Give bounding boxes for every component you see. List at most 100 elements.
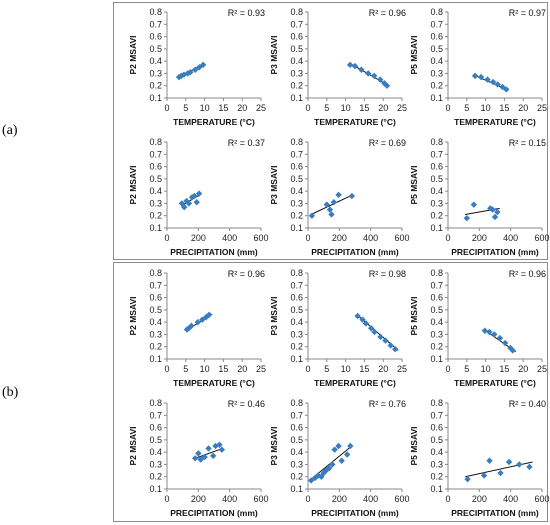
data-point xyxy=(377,333,384,341)
data-point xyxy=(192,66,199,73)
y-tick-label: 0.7 xyxy=(430,410,443,420)
y-tick-label: 0.5 xyxy=(149,44,162,54)
x-tick-label: 20 xyxy=(378,364,388,374)
y-tick-label: 0.3 xyxy=(290,459,303,469)
data-point xyxy=(491,213,499,221)
y-tick-label: 0.2 xyxy=(149,472,162,482)
scatter-chart-10: 0.1 0.2 0.3 0.4 0.5 0.6 0.7 0.8 0 200 400 600 PRECIP… xyxy=(128,398,269,518)
x-axis-title: PRECIPITATION (mm) xyxy=(451,247,539,257)
x-tick-label: 25 xyxy=(256,103,266,113)
y-tick-label: 0.4 xyxy=(149,447,162,457)
data-point xyxy=(325,464,333,472)
y-tick-label: 0.8 xyxy=(290,268,303,278)
data-point xyxy=(210,452,217,460)
x-tick-label: 400 xyxy=(503,233,518,243)
data-point xyxy=(381,80,388,87)
y-axis-title: P5 MSAVI xyxy=(409,426,419,465)
scatter-chart-9: 0.1 0.2 0.3 0.4 0.5 0.6 0.7 0.8 0 5 10 15 20 25TEMPER… xyxy=(409,268,547,388)
y-tick-label: 0.2 xyxy=(290,211,303,221)
y-tick-label: 0.3 xyxy=(290,68,303,78)
y-axis-title: P2 MSAVI xyxy=(128,165,138,204)
x-tick-label: 15 xyxy=(499,364,509,374)
y-tick-label: 0.2 xyxy=(149,211,162,221)
x-tick-label: 5 xyxy=(464,364,469,374)
y-tick-label: 0.4 xyxy=(149,317,162,327)
y-tick-label: 0.8 xyxy=(149,7,162,17)
y-tick-label: 0.4 xyxy=(430,186,443,196)
y-tick-label: 0.1 xyxy=(290,223,303,233)
x-tick-label: 400 xyxy=(222,233,237,243)
x-tick-label: 10 xyxy=(341,103,351,113)
y-axis-title: P2 MSAVI xyxy=(128,35,138,74)
data-point xyxy=(194,318,202,326)
y-tick-label: 0.8 xyxy=(430,137,443,147)
scatter-chart-5: 0.1 0.2 0.3 0.4 0.5 0.6 0.7 0.8 0 200 400 600 PRECIP… xyxy=(269,137,410,257)
panel-a-frame xyxy=(113,2,548,260)
x-tick-label: 15 xyxy=(359,364,369,374)
x-axis-title: TEMPERATURE (°C) xyxy=(454,117,536,127)
y-tick-label: 0.7 xyxy=(290,410,303,420)
data-point xyxy=(509,347,516,354)
scatter-chart-12: 0.1 0.2 0.3 0.4 0.5 0.6 0.7 0.8 0 200 400 600 PRECIP… xyxy=(409,398,550,518)
data-point xyxy=(330,199,338,206)
y-tick-label: 0.7 xyxy=(430,280,443,290)
data-point xyxy=(516,461,523,468)
x-tick-label: 0 xyxy=(445,494,450,504)
data-point xyxy=(464,475,471,483)
y-tick-label: 0.6 xyxy=(149,293,162,303)
x-tick-label: 600 xyxy=(394,494,409,504)
y-tick-label: 0.7 xyxy=(430,19,443,29)
y-tick-label: 0.4 xyxy=(290,186,303,196)
x-tick-label: 5 xyxy=(324,364,329,374)
y-tick-label: 0.5 xyxy=(430,174,443,184)
y-tick-label: 0.6 xyxy=(149,423,162,433)
x-tick-label: 200 xyxy=(191,494,206,504)
y-tick-label: 0.3 xyxy=(149,68,162,78)
data-point xyxy=(383,82,391,89)
r-squared-label: R² = 0.96 xyxy=(509,269,546,279)
x-tick-label: 400 xyxy=(503,494,518,504)
x-tick-label: 200 xyxy=(332,233,347,243)
x-tick-label: 200 xyxy=(332,494,347,504)
trendline xyxy=(193,447,223,460)
y-axis-title: P5 MSAVI xyxy=(409,35,419,74)
y-tick-label: 0.2 xyxy=(290,472,303,482)
data-point xyxy=(216,441,223,448)
data-point xyxy=(463,214,470,222)
data-point xyxy=(486,328,493,336)
x-tick-label: 200 xyxy=(472,494,487,504)
data-point xyxy=(329,461,336,468)
y-tick-label: 0.6 xyxy=(290,162,303,172)
x-tick-label: 600 xyxy=(534,233,549,243)
y-axis-title: P2 MSAVI xyxy=(128,296,138,335)
x-axis-title: PRECIPITATION (mm) xyxy=(311,247,399,257)
y-tick-label: 0.8 xyxy=(430,398,443,408)
x-tick-label: 20 xyxy=(237,364,247,374)
x-tick-label: 0 xyxy=(164,494,169,504)
trendline xyxy=(310,194,353,215)
x-tick-label: 5 xyxy=(464,103,469,113)
x-tick-label: 600 xyxy=(253,233,268,243)
data-point xyxy=(477,73,485,81)
data-point xyxy=(370,72,378,80)
data-point xyxy=(481,327,489,334)
y-tick-label: 0.4 xyxy=(290,56,303,66)
y-tick-label: 0.4 xyxy=(430,56,443,66)
panel-b-frame xyxy=(113,262,548,522)
y-tick-label: 0.8 xyxy=(430,7,443,17)
x-axis-title: TEMPERATURE (°C) xyxy=(314,117,396,127)
data-point xyxy=(362,320,370,327)
y-tick-label: 0.1 xyxy=(149,354,162,364)
data-point xyxy=(201,453,208,461)
data-point xyxy=(328,211,335,218)
data-point xyxy=(335,191,342,199)
y-tick-label: 0.4 xyxy=(430,317,443,327)
data-point xyxy=(354,312,361,320)
y-tick-label: 0.7 xyxy=(290,280,303,290)
data-point xyxy=(191,192,198,200)
y-tick-label: 0.5 xyxy=(290,435,303,445)
data-point xyxy=(199,61,207,69)
data-point xyxy=(526,463,533,471)
y-tick-label: 0.2 xyxy=(430,342,443,352)
